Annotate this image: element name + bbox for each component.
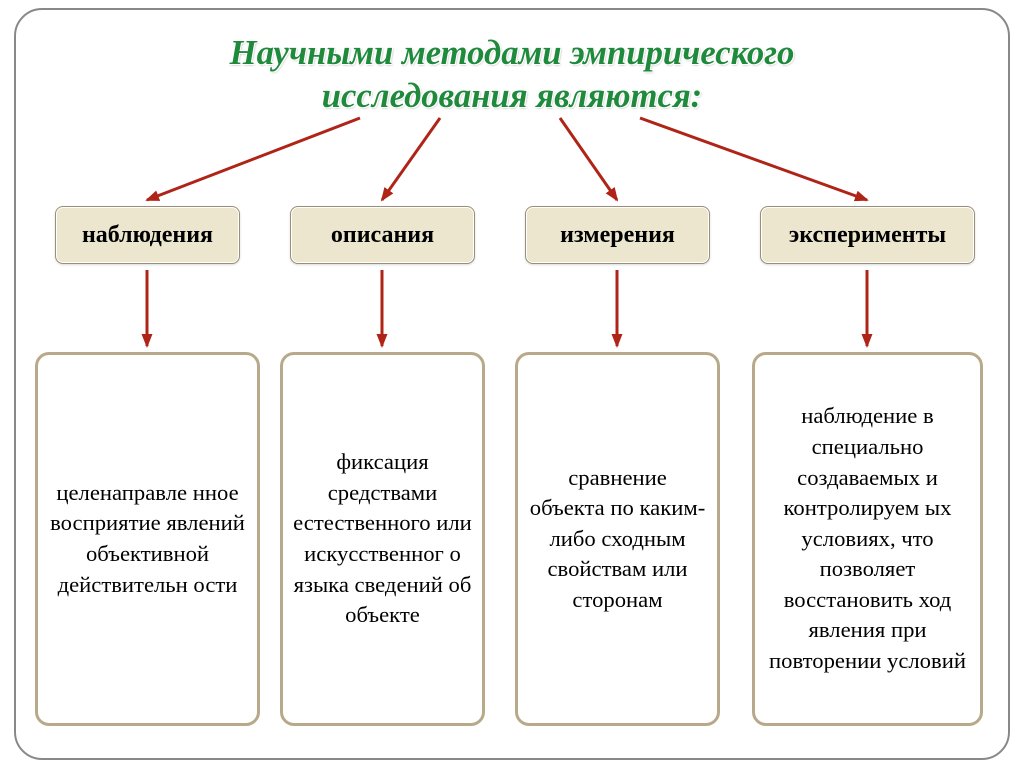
method-label-3: эксперименты xyxy=(760,206,975,264)
title-line1: Научными методами эмпирического xyxy=(230,32,795,75)
method-label-0: наблюдения xyxy=(55,206,240,264)
title-line2: исследования являются: xyxy=(322,75,702,118)
method-desc-3: наблюдение в специально создаваемых и ко… xyxy=(752,352,983,726)
method-desc-1: фиксация средствами естественного или ис… xyxy=(280,352,485,726)
diagram-title: Научными методами эмпирического исследов… xyxy=(0,32,1024,119)
method-desc-0: целенаправле нное восприятие явлений объ… xyxy=(35,352,260,726)
method-desc-2: сравнение объекта по каким-либо сходным … xyxy=(515,352,720,726)
method-label-1: описания xyxy=(290,206,475,264)
method-label-2: измерения xyxy=(525,206,710,264)
